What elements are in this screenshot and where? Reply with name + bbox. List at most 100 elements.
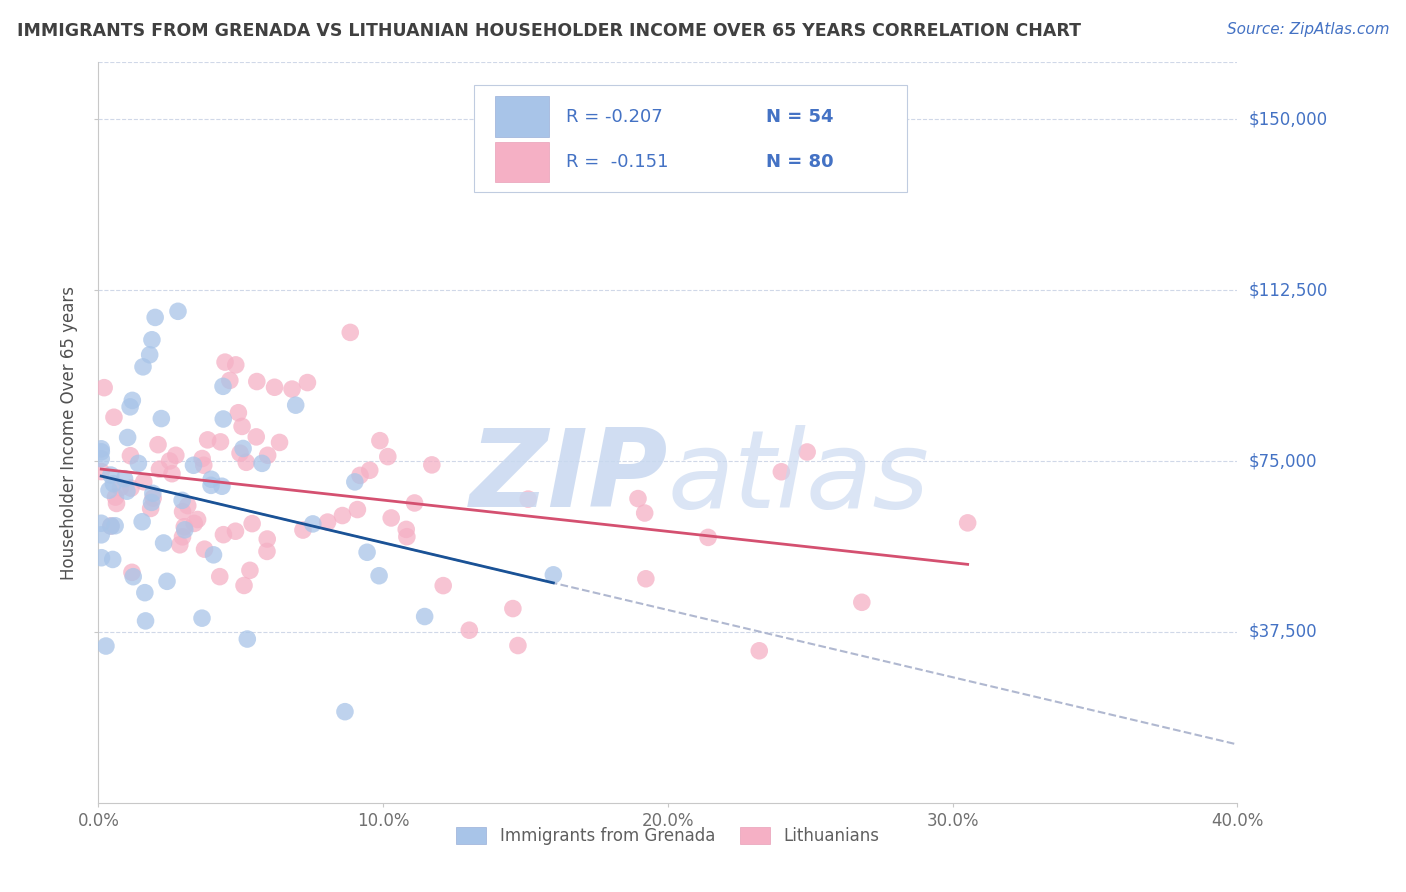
Point <box>131 515 153 529</box>
Point <box>404 496 426 510</box>
Point <box>543 567 565 582</box>
Point <box>770 465 793 479</box>
Point <box>142 486 165 500</box>
Point <box>250 456 273 470</box>
Point <box>169 538 191 552</box>
Text: $37,500: $37,500 <box>1249 623 1317 641</box>
Point <box>177 499 200 513</box>
Point <box>634 506 657 520</box>
Point <box>100 468 122 483</box>
Point <box>139 501 162 516</box>
Point <box>100 519 122 533</box>
Point <box>101 552 124 566</box>
Text: N = 54: N = 54 <box>766 108 834 126</box>
Point <box>212 412 235 426</box>
Point <box>120 481 142 495</box>
Point <box>90 445 112 459</box>
Point <box>269 435 291 450</box>
Point <box>121 393 143 408</box>
Point <box>98 483 121 498</box>
Point <box>256 448 278 462</box>
Point <box>159 454 181 468</box>
Point <box>284 398 307 412</box>
Point <box>212 379 235 393</box>
Point <box>122 570 145 584</box>
Point <box>173 523 195 537</box>
Point <box>291 523 314 537</box>
Point <box>172 505 194 519</box>
Point <box>94 639 117 653</box>
Point <box>256 532 278 546</box>
Point <box>368 568 391 582</box>
Point <box>200 478 222 492</box>
Point <box>239 563 262 577</box>
Point <box>346 502 368 516</box>
Point <box>240 516 263 531</box>
Point <box>506 639 529 653</box>
Text: IMMIGRANTS FROM GRENADA VS LITHUANIAN HOUSEHOLDER INCOME OVER 65 YEARS CORRELATI: IMMIGRANTS FROM GRENADA VS LITHUANIAN HO… <box>17 22 1081 40</box>
Point <box>256 544 278 558</box>
Point <box>127 456 149 470</box>
Point <box>90 516 112 531</box>
Point <box>202 548 225 562</box>
Point <box>103 476 125 491</box>
FancyBboxPatch shape <box>474 85 907 192</box>
Point <box>143 310 166 325</box>
Point <box>156 574 179 589</box>
Point <box>209 434 232 449</box>
Point <box>105 496 128 510</box>
Point <box>141 333 163 347</box>
Text: N = 80: N = 80 <box>766 153 834 171</box>
Point <box>211 479 233 493</box>
Point <box>191 611 214 625</box>
Point <box>134 585 156 599</box>
Point <box>90 442 112 456</box>
Point <box>150 411 173 425</box>
Point <box>218 373 240 387</box>
Point <box>172 530 194 544</box>
Point <box>90 528 112 542</box>
Point <box>627 491 650 506</box>
Point <box>93 381 115 395</box>
Point <box>395 522 418 536</box>
Point <box>368 434 391 448</box>
Point <box>114 472 136 486</box>
Point <box>187 512 209 526</box>
Point <box>432 579 454 593</box>
Text: ZIP: ZIP <box>470 424 668 530</box>
Point <box>634 572 657 586</box>
Point <box>120 449 142 463</box>
Point <box>193 458 215 473</box>
Point <box>167 304 190 318</box>
Point <box>235 455 257 469</box>
Text: $75,000: $75,000 <box>1249 452 1317 470</box>
Point <box>191 451 214 466</box>
Point <box>502 601 524 615</box>
Point <box>225 358 247 372</box>
Point <box>224 524 246 539</box>
Point <box>141 495 163 509</box>
Point <box>349 468 371 483</box>
Point <box>132 475 155 489</box>
Point <box>229 446 252 460</box>
Point <box>120 400 142 414</box>
Y-axis label: Householder Income Over 65 years: Householder Income Over 65 years <box>60 285 79 580</box>
Point <box>245 430 267 444</box>
FancyBboxPatch shape <box>495 142 550 182</box>
Point <box>395 530 418 544</box>
Point <box>115 484 138 499</box>
Point <box>233 578 256 592</box>
Point <box>236 632 259 646</box>
Point <box>458 624 481 638</box>
Point <box>200 472 222 486</box>
Point <box>121 566 143 580</box>
Point <box>517 492 540 507</box>
Point <box>90 550 112 565</box>
Point <box>104 490 127 504</box>
Text: atlas: atlas <box>668 425 929 530</box>
Point <box>246 375 269 389</box>
Text: $150,000: $150,000 <box>1249 111 1327 128</box>
Point <box>208 569 231 583</box>
Point <box>232 442 254 456</box>
Point <box>193 542 215 557</box>
